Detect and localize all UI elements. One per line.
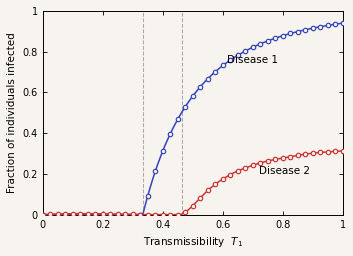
Text: Disease 1: Disease 1	[227, 55, 279, 65]
X-axis label: Transmissibility  $T_1$: Transmissibility $T_1$	[143, 235, 243, 249]
Text: Disease 2: Disease 2	[259, 166, 310, 176]
Y-axis label: Fraction of individuals infected: Fraction of individuals infected	[7, 33, 17, 193]
